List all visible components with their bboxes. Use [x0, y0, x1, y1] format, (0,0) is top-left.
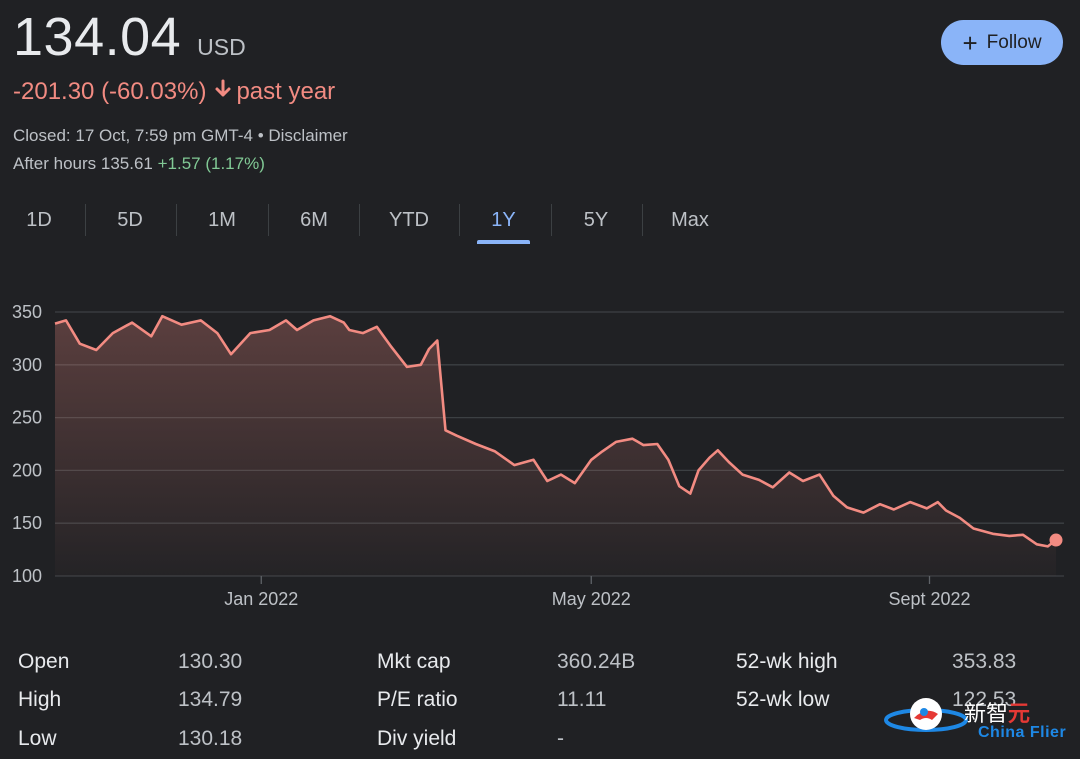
tab-divider [551, 204, 552, 236]
tab-divider [359, 204, 360, 236]
closed-disclaimer: Closed: 17 Oct, 7:59 pm GMT-4 • Disclaim… [13, 126, 348, 145]
tab-max[interactable]: Max [671, 209, 709, 231]
watermark-logo: 新智元 China Flier [880, 688, 1080, 748]
stat-value-52wk-high: 353.83 [952, 650, 1017, 673]
after-hours-change: +1.57 (1.17%) [157, 154, 265, 173]
after-hours-label: After hours 135.61 [13, 154, 153, 173]
tab-divider [176, 204, 177, 236]
tab-6m[interactable]: 6M [300, 209, 328, 231]
tab-1y[interactable]: 1Y [477, 200, 530, 244]
y-tick-label: 200 [12, 460, 42, 480]
price-chart[interactable]: 100 150 200 250 300 350 Jan 2022 May 2022 Sept … [0, 280, 1080, 620]
tab-divider [268, 204, 269, 236]
stat-label-div-yield: Div yield [377, 727, 457, 750]
tab-divider [642, 204, 643, 236]
stat-label-mkt-cap: Mkt cap [377, 650, 451, 673]
currency-label: USD [197, 34, 246, 60]
stat-label-52wk-high: 52-wk high [736, 650, 838, 673]
after-hours: After hours 135.61 +1.57 (1.17%) [13, 154, 265, 174]
follow-label: Follow [986, 31, 1042, 53]
tab-5y[interactable]: 5Y [583, 209, 609, 231]
stat-value-52wk-low: 122.53 [952, 688, 1017, 711]
tab-divider [459, 204, 460, 236]
tab-1m[interactable]: 1M [208, 209, 236, 231]
watermark-plane-icon [884, 698, 968, 732]
stat-value-low: 130.18 [178, 727, 243, 750]
current-price: 134.04 [13, 7, 182, 67]
watermark-text-cn: 新智元 [964, 701, 1031, 726]
stat-label-52wk-low: 52-wk low [736, 688, 830, 711]
plus-icon: + [962, 27, 978, 58]
tab-5d[interactable]: 5D [117, 209, 143, 231]
range-tabs: 1D 5D 1M 6M YTD 1Y 5Y Max [0, 200, 740, 244]
stat-label-pe-ratio: P/E ratio [377, 688, 458, 711]
stat-value-open: 130.30 [178, 650, 243, 673]
stat-value-mkt-cap: 360.24B [557, 650, 636, 673]
price-area [55, 316, 1056, 576]
active-tab-indicator [477, 240, 530, 244]
y-tick-label: 100 [12, 566, 42, 586]
arrow-down-icon [214, 78, 232, 106]
change-period: past year [236, 78, 336, 105]
last-price-dot [1049, 533, 1063, 547]
stat-label-open: Open [18, 650, 70, 673]
stat-label-low: Low [18, 727, 57, 750]
stat-value-div-yield: - [557, 727, 564, 750]
x-tick-label: May 2022 [552, 589, 631, 609]
tab-divider [85, 204, 86, 236]
stat-value-pe-ratio: 11.11 [557, 688, 607, 711]
y-tick-label: 250 [12, 408, 42, 428]
watermark-text-en: China Flier [978, 724, 1067, 741]
follow-button[interactable]: + Follow [941, 20, 1063, 65]
y-tick-label: 350 [12, 302, 42, 322]
tab-ytd[interactable]: YTD [389, 209, 429, 231]
stat-label-high: High [18, 688, 62, 711]
stat-value-high: 134.79 [178, 688, 243, 711]
price-change: -201.30 (-60.03%) past year [13, 78, 335, 106]
change-value: -201.30 (-60.03%) [13, 78, 207, 105]
x-tick-label: Sept 2022 [888, 589, 970, 609]
quote-header: 134.04 USD [13, 6, 246, 68]
x-tick-label: Jan 2022 [224, 589, 298, 609]
price-line [54, 314, 1057, 548]
tab-1d[interactable]: 1D [26, 209, 52, 231]
y-tick-label: 150 [12, 513, 42, 533]
y-tick-label: 300 [12, 355, 42, 375]
